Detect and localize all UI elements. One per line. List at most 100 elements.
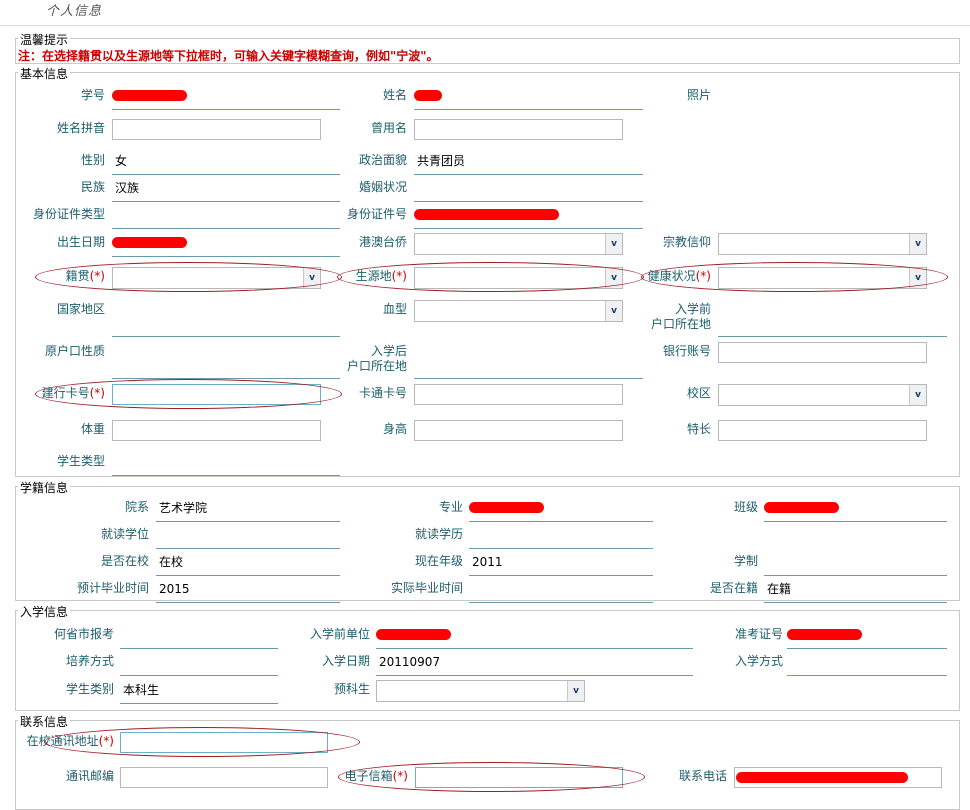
label-text: 民族 — [80, 180, 105, 194]
status-fieldset: 学籍信息 — [15, 479, 960, 601]
chevron-down-icon[interactable]: v — [567, 681, 584, 701]
field-label: 联系电话 — [679, 769, 727, 784]
label-text: 出生日期 — [56, 235, 105, 249]
field-value — [112, 205, 340, 229]
select-dropdown[interactable]: v — [414, 233, 623, 255]
field-value: 在籍 — [764, 579, 947, 603]
field-label: 班级 — [734, 500, 758, 515]
redacted-mark — [764, 502, 839, 513]
field-label: 就读学位 — [101, 527, 149, 542]
text-input[interactable] — [112, 420, 321, 441]
label-text: 入学日期 — [321, 654, 370, 668]
field-label: 培养方式 — [66, 654, 114, 669]
field-value — [414, 342, 643, 379]
field-value — [156, 525, 340, 549]
field-value — [414, 205, 643, 229]
label-text: 就读学历 — [414, 527, 463, 541]
label-text: 何省市报考 — [53, 627, 114, 641]
label-text: 姓名拼音 — [56, 121, 105, 135]
annotation-ellipse — [35, 379, 342, 409]
field-value — [112, 300, 340, 337]
label-text: 专业 — [438, 500, 463, 514]
field-label: 学生类型 — [57, 454, 105, 469]
select-dropdown[interactable]: v — [414, 300, 623, 322]
field-label: 是否在校 — [101, 554, 149, 569]
select-dropdown[interactable]: v — [376, 680, 585, 702]
select-dropdown[interactable]: v — [718, 233, 927, 255]
label-text: 学号 — [80, 88, 105, 102]
field-label: 入学方式 — [735, 654, 783, 669]
label-text: 是否在校 — [100, 554, 149, 568]
field-label: 入学后 户口所在地 — [347, 344, 407, 374]
field-value — [112, 342, 340, 379]
field-label: 国家地区 — [57, 302, 105, 317]
field-label: 通讯邮编 — [66, 769, 114, 784]
field-value — [469, 579, 653, 603]
label-text: 入学前 户口所在地 — [650, 302, 711, 331]
label-text: 院系 — [124, 500, 149, 514]
label-text: 性别 — [80, 153, 105, 167]
field-value — [376, 625, 693, 649]
chevron-down-icon[interactable]: v — [605, 301, 622, 321]
label-text: 准考证号 — [734, 627, 783, 641]
label-text: 宗教信仰 — [662, 235, 711, 249]
label-text: 国家地区 — [56, 302, 105, 316]
field-label: 实际毕业时间 — [391, 581, 463, 596]
field-label: 入学前 户口所在地 — [651, 302, 711, 332]
field-label: 是否在籍 — [710, 581, 758, 596]
annotation-ellipse — [35, 262, 342, 292]
text-input[interactable] — [414, 384, 623, 405]
chevron-down-icon[interactable]: v — [909, 385, 926, 405]
field-label: 婚姻状况 — [359, 180, 407, 195]
field-label: 学号 — [81, 88, 105, 103]
label-text: 学生类型 — [56, 454, 105, 468]
text-input[interactable] — [112, 119, 321, 140]
text-input[interactable] — [120, 767, 328, 788]
label-text: 身高 — [382, 422, 407, 436]
chevron-down-icon[interactable]: v — [909, 234, 926, 254]
label-text: 照片 — [686, 88, 711, 102]
text-input[interactable] — [414, 119, 623, 140]
label-text: 现在年级 — [414, 554, 463, 568]
select-dropdown[interactable]: v — [718, 384, 927, 406]
text-input[interactable] — [718, 342, 927, 363]
label-text: 原户口性质 — [44, 344, 105, 358]
text-input[interactable] — [414, 420, 623, 441]
redacted-mark — [414, 209, 559, 220]
contact-legend: 联系信息 — [18, 713, 71, 730]
field-label: 卡通卡号 — [359, 386, 407, 401]
tip-fieldset: 温馨提示 — [15, 31, 960, 64]
redacted-mark — [376, 629, 451, 640]
field-label: 特长 — [687, 422, 711, 437]
redacted-mark — [787, 629, 862, 640]
field-label: 民族 — [81, 180, 105, 195]
redacted-mark — [112, 90, 187, 101]
label-text: 学生类别 — [65, 682, 114, 696]
field-value — [112, 452, 340, 476]
field-value — [469, 525, 653, 549]
label-text: 培养方式 — [65, 654, 114, 668]
label-text: 入学方式 — [734, 654, 783, 668]
text-input[interactable] — [718, 420, 927, 441]
label-text: 身份证件类型 — [32, 207, 105, 221]
label-text: 通讯邮编 — [65, 769, 114, 783]
field-value — [787, 625, 947, 649]
label-text: 特长 — [686, 422, 711, 436]
field-label: 身高 — [383, 422, 407, 437]
field-label: 出生日期 — [57, 235, 105, 250]
field-label: 何省市报考 — [54, 627, 114, 642]
status-legend: 学籍信息 — [18, 479, 71, 496]
enroll-legend: 入学信息 — [18, 603, 71, 620]
chevron-down-icon[interactable]: v — [605, 234, 622, 254]
field-label: 曾用名 — [371, 121, 407, 136]
field-value: 2015 — [156, 579, 340, 603]
label-text: 校区 — [686, 386, 711, 400]
field-value — [414, 86, 643, 110]
label-text: 曾用名 — [370, 121, 407, 135]
field-value: 2011 — [469, 552, 653, 576]
field-value — [120, 652, 278, 676]
field-value — [764, 552, 947, 576]
label-text: 入学前单位 — [309, 627, 370, 641]
field-label: 学生类别 — [66, 682, 114, 697]
field-label: 专业 — [439, 500, 463, 515]
